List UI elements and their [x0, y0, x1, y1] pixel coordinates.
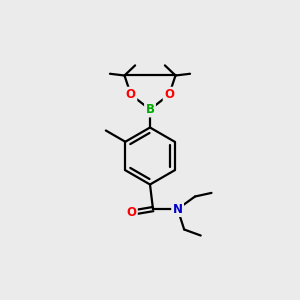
- Text: O: O: [126, 206, 136, 219]
- Text: O: O: [126, 88, 136, 101]
- Text: O: O: [164, 88, 174, 101]
- Text: N: N: [172, 202, 183, 216]
- Text: B: B: [146, 103, 154, 116]
